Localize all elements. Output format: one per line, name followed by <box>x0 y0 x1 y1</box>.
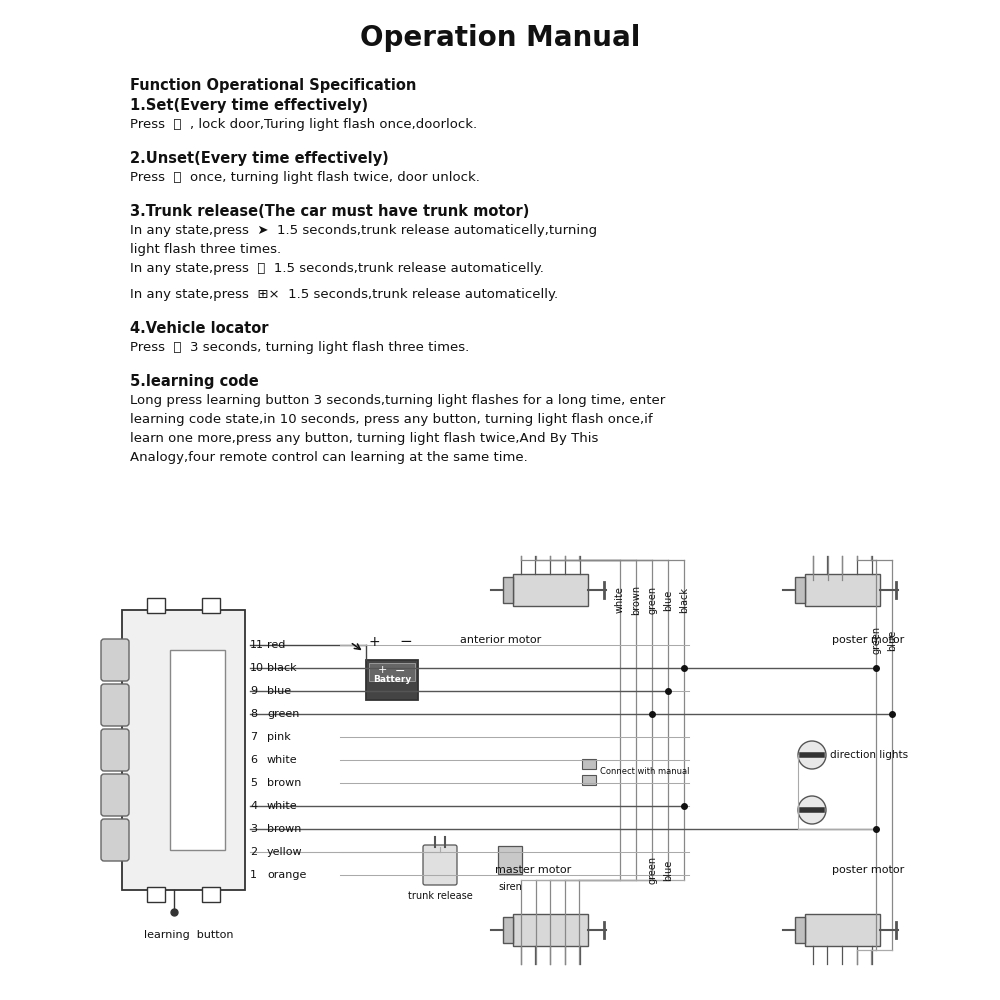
Text: black: black <box>679 587 689 613</box>
Text: In any state,press  ⊞×  1.5 seconds,trunk release automaticelly.: In any state,press ⊞× 1.5 seconds,trunk … <box>130 288 558 301</box>
FancyBboxPatch shape <box>794 917 804 943</box>
Text: +: + <box>377 665 387 675</box>
Text: Long press learning button 3 seconds,turning light flashes for a long time, ente: Long press learning button 3 seconds,tur… <box>130 394 665 407</box>
FancyBboxPatch shape <box>101 729 129 771</box>
Text: brown: brown <box>631 585 641 615</box>
FancyBboxPatch shape <box>170 650 225 850</box>
FancyBboxPatch shape <box>366 660 418 700</box>
Text: green: green <box>647 586 657 614</box>
Text: pink: pink <box>267 732 291 742</box>
Text: 8: 8 <box>250 709 257 719</box>
Text: 3.Trunk release(The car must have trunk motor): 3.Trunk release(The car must have trunk … <box>130 204 529 219</box>
FancyBboxPatch shape <box>147 887 165 902</box>
Text: 7: 7 <box>250 732 257 742</box>
FancyBboxPatch shape <box>423 845 457 885</box>
Text: 4: 4 <box>250 801 257 811</box>
Text: blue: blue <box>887 629 897 651</box>
Text: anterior motor: anterior motor <box>460 635 541 645</box>
Text: trunk release: trunk release <box>408 891 472 901</box>
Text: red: red <box>267 640 285 650</box>
FancyBboxPatch shape <box>582 758 596 768</box>
Text: green: green <box>871 626 881 654</box>
Text: blue: blue <box>663 589 673 611</box>
Text: 10: 10 <box>250 663 264 673</box>
Text: brown: brown <box>267 824 301 834</box>
FancyBboxPatch shape <box>202 887 220 902</box>
FancyBboxPatch shape <box>101 684 129 726</box>
Text: 5: 5 <box>250 778 257 788</box>
Text: 2.Unset(Every time effectively): 2.Unset(Every time effectively) <box>130 151 389 166</box>
Text: Connect with manual: Connect with manual <box>600 767 690 776</box>
Text: 9: 9 <box>250 686 257 696</box>
Circle shape <box>798 741 826 769</box>
Text: yellow: yellow <box>267 847 303 857</box>
Text: Function Operational Specification: Function Operational Specification <box>130 78 416 93</box>
Text: 3: 3 <box>250 824 257 834</box>
Circle shape <box>798 796 826 824</box>
FancyBboxPatch shape <box>512 574 588 606</box>
Text: 4.Vehicle locator: 4.Vehicle locator <box>130 321 268 336</box>
FancyBboxPatch shape <box>582 774 596 784</box>
FancyBboxPatch shape <box>122 610 245 890</box>
FancyBboxPatch shape <box>202 598 220 613</box>
Text: −: − <box>395 665 405 678</box>
Text: black: black <box>267 663 297 673</box>
FancyBboxPatch shape <box>101 639 129 681</box>
Text: direction lights: direction lights <box>830 750 908 760</box>
Text: white: white <box>615 587 625 613</box>
Text: blue: blue <box>663 859 673 881</box>
Text: orange: orange <box>267 870 306 880</box>
FancyBboxPatch shape <box>101 774 129 816</box>
Text: +: + <box>368 635 380 649</box>
Text: learn one more,press any button, turning light flash twice,And By This: learn one more,press any button, turning… <box>130 432 598 445</box>
FancyBboxPatch shape <box>804 914 880 946</box>
Text: In any state,press  ➤  1.5 seconds,trunk release automaticelly,turning: In any state,press ➤ 1.5 seconds,trunk r… <box>130 224 597 237</box>
FancyBboxPatch shape <box>804 574 880 606</box>
Text: poster motor: poster motor <box>832 865 904 875</box>
FancyBboxPatch shape <box>503 917 512 943</box>
Text: poster motor: poster motor <box>832 635 904 645</box>
FancyBboxPatch shape <box>101 819 129 861</box>
Text: 1: 1 <box>250 870 257 880</box>
Text: Battery: Battery <box>373 676 411 684</box>
Text: Analogy,four remote control can learning at the same time.: Analogy,four remote control can learning… <box>130 451 528 464</box>
Text: master motor: master motor <box>495 865 571 875</box>
Text: Press  ⓘ  3 seconds, turning light flash three times.: Press ⓘ 3 seconds, turning light flash t… <box>130 341 469 354</box>
Text: 5.learning code: 5.learning code <box>130 374 259 389</box>
Text: 1.Set(Every time effectively): 1.Set(Every time effectively) <box>130 98 368 113</box>
FancyBboxPatch shape <box>498 846 522 874</box>
Text: green: green <box>267 709 299 719</box>
Text: 11: 11 <box>250 640 264 650</box>
FancyBboxPatch shape <box>512 914 588 946</box>
Text: Operation Manual: Operation Manual <box>360 24 640 52</box>
Text: In any state,press  ⓘ  1.5 seconds,trunk release automaticelly.: In any state,press ⓘ 1.5 seconds,trunk r… <box>130 262 544 275</box>
FancyBboxPatch shape <box>794 577 804 603</box>
Text: light flash three times.: light flash three times. <box>130 243 281 256</box>
FancyBboxPatch shape <box>503 577 512 603</box>
Text: Press  ⓘ  , lock door,Turing light flash once,doorlock.: Press ⓘ , lock door,Turing light flash o… <box>130 118 477 131</box>
Text: −: − <box>400 635 412 650</box>
Text: green: green <box>647 856 657 884</box>
Text: siren: siren <box>498 882 522 892</box>
FancyBboxPatch shape <box>147 598 165 613</box>
Text: Press  ⓘ  once, turning light flash twice, door unlock.: Press ⓘ once, turning light flash twice,… <box>130 171 480 184</box>
Text: 6: 6 <box>250 755 257 765</box>
Text: brown: brown <box>267 778 301 788</box>
Text: learning code state,in 10 seconds, press any button, turning light flash once,if: learning code state,in 10 seconds, press… <box>130 413 653 426</box>
Text: white: white <box>267 755 298 765</box>
Text: 2: 2 <box>250 847 257 857</box>
Text: white: white <box>267 801 298 811</box>
Text: blue: blue <box>267 686 291 696</box>
Text: learning  button: learning button <box>144 930 233 940</box>
FancyBboxPatch shape <box>369 663 415 681</box>
